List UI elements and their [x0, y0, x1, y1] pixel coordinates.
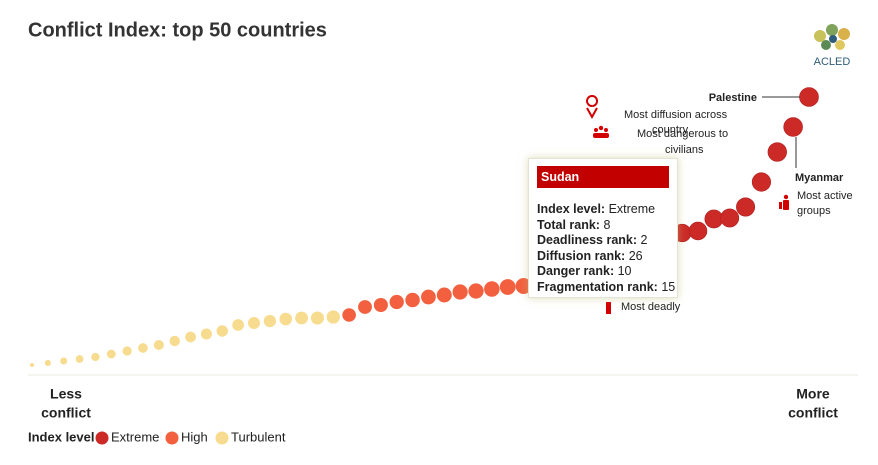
tooltip-label: Total rank:	[537, 217, 600, 232]
tooltip-label: Index level:	[537, 202, 606, 216]
dot	[263, 314, 277, 328]
logo-art	[814, 24, 850, 50]
dot	[185, 331, 196, 343]
dot	[373, 297, 388, 313]
dot	[60, 357, 68, 365]
annotation: country	[652, 124, 689, 136]
tooltip-value: 26	[628, 248, 643, 263]
icon	[593, 125, 609, 138]
dot	[342, 308, 356, 322]
dot	[436, 287, 452, 303]
legend-swatch	[165, 431, 179, 445]
annotation: Most diffusion across	[624, 109, 728, 121]
dot	[704, 209, 724, 229]
axis-left-label: conflict	[41, 405, 91, 421]
tooltip-value: 10	[617, 264, 632, 279]
dot	[468, 283, 484, 299]
dot	[30, 363, 34, 367]
dot	[44, 359, 51, 367]
tooltip-label: Fragmentation rank:	[537, 279, 658, 294]
tooltip-row: Total rank: 8	[537, 218, 669, 234]
tooltip-title: Sudan	[537, 166, 669, 188]
tooltip-row: Index level: Extreme	[537, 202, 669, 218]
icon	[606, 302, 611, 314]
dot	[247, 316, 261, 330]
tooltip-label: Deadliness rank:	[537, 233, 638, 248]
dot	[153, 339, 164, 351]
dot	[688, 221, 708, 241]
dot	[767, 142, 787, 162]
dot	[169, 335, 180, 347]
dot	[75, 355, 84, 363]
tooltip-value: Extreme	[608, 202, 656, 216]
dot	[358, 300, 372, 314]
annotation: Myanmar	[795, 172, 844, 184]
dot	[783, 117, 803, 137]
dot	[138, 343, 148, 353]
annotation: Palestine	[709, 92, 757, 104]
axis-left-label: Less	[50, 386, 82, 402]
legend-label: High	[181, 429, 208, 444]
dot	[216, 325, 228, 337]
tooltip-label: Diffusion rank:	[537, 248, 626, 263]
dot	[389, 294, 404, 310]
tooltip-value: 15	[661, 279, 676, 294]
dot	[736, 197, 756, 217]
annotation: Most active	[797, 190, 853, 202]
dot	[122, 346, 132, 356]
dot	[232, 319, 245, 331]
dot	[106, 349, 116, 359]
legend-swatch	[95, 431, 109, 445]
annotations: Palestine Myanmar Most active groups Mos…	[586, 92, 853, 314]
legend-title: Index level	[28, 429, 94, 444]
chart-title: Conflict Index: top 50 countries	[28, 19, 327, 41]
icon	[586, 95, 599, 120]
dot	[200, 328, 212, 340]
annotation: Most dangerous to	[637, 128, 728, 140]
dot	[405, 292, 420, 308]
tooltip-row: Diffusion rank: 26	[537, 249, 669, 265]
tooltip-value: 8	[603, 217, 611, 232]
dot	[720, 208, 740, 228]
dot	[484, 281, 500, 297]
dot	[515, 278, 532, 294]
dot	[279, 312, 293, 326]
dot	[499, 279, 516, 295]
annotation: Most deadly	[621, 301, 681, 313]
dot	[326, 310, 340, 324]
legend-label: Turbulent	[231, 429, 286, 444]
tooltip-row: Danger rank: 10	[537, 264, 669, 280]
dot	[452, 284, 468, 300]
dot	[799, 87, 819, 107]
annotation: groups	[797, 205, 831, 217]
legend-label: Extreme	[111, 429, 159, 444]
annotation: civilians	[665, 144, 704, 156]
tooltip-row: Fragmentation rank: 15	[537, 279, 675, 296]
dot	[751, 172, 771, 192]
tooltip-label: Danger rank:	[537, 264, 615, 279]
tooltip-value: 2	[640, 233, 648, 248]
dot	[310, 311, 324, 325]
dot	[295, 311, 308, 325]
axis-right-label: conflict	[788, 405, 838, 421]
logo-text: ACLED	[814, 56, 851, 68]
axis-right-label: More	[796, 386, 830, 402]
legend-swatch	[215, 431, 229, 445]
tooltip-row: Deadliness rank: 2	[537, 233, 669, 249]
icon	[779, 194, 789, 210]
dot	[421, 289, 436, 305]
dot	[91, 352, 100, 362]
